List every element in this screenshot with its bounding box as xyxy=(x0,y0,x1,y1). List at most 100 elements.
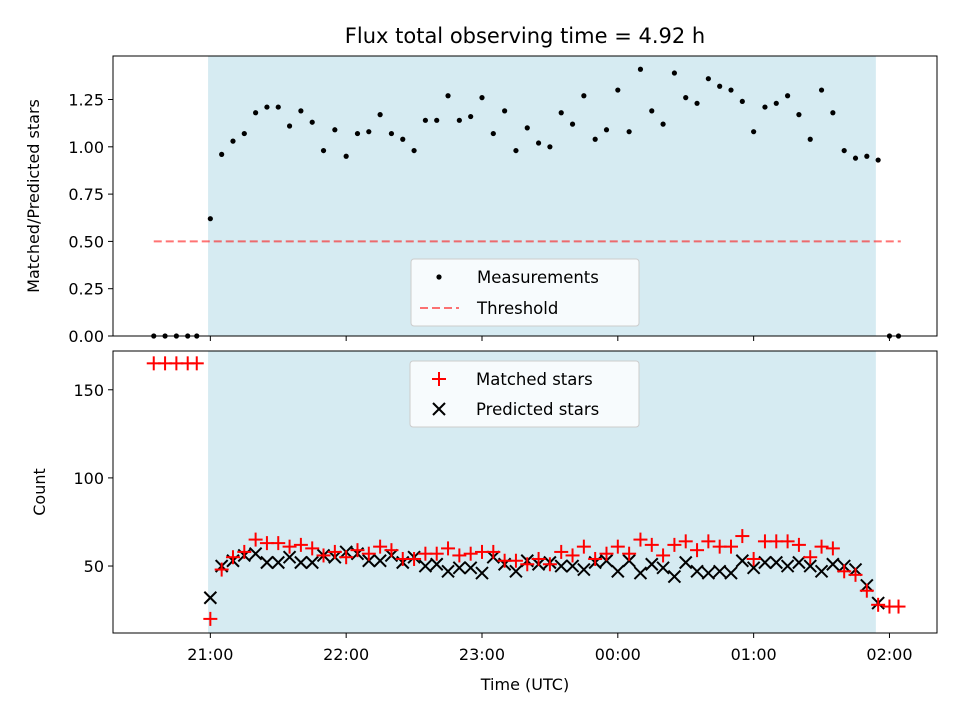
predicted-stars-point xyxy=(826,557,840,571)
matched-stars-point xyxy=(248,532,263,547)
bottom-y-axis: 50 100 150 xyxy=(73,381,113,576)
top-y-tick-label: 0.50 xyxy=(68,232,104,251)
measurement-point xyxy=(490,130,496,137)
measurement-point xyxy=(400,136,406,142)
matched-stars-point xyxy=(746,551,761,566)
x-tick-label: 02:00 xyxy=(866,645,912,664)
matched-stars-point xyxy=(520,557,535,572)
matched-stars-point xyxy=(825,541,840,556)
matched-stars-point xyxy=(871,597,886,612)
measurement-point xyxy=(434,117,440,123)
measurement-point xyxy=(784,93,791,99)
measurement-point xyxy=(502,108,508,114)
top-plot-frame xyxy=(112,55,938,337)
legend-threshold-label: Threshold xyxy=(476,299,558,318)
top-y-tick-label: 1.00 xyxy=(68,138,104,157)
top-y-axis: 0.00 0.25 0.50 0.75 1.00 1.25 xyxy=(68,91,113,346)
matched-stars-point xyxy=(891,599,906,614)
matched-stars-point xyxy=(203,611,218,626)
measurement-point xyxy=(671,70,678,76)
matched-stars-point xyxy=(452,548,467,563)
legend-measurements-marker xyxy=(436,274,442,280)
predicted-stars-point xyxy=(803,559,817,573)
predicted-stars-point xyxy=(690,564,704,579)
predicted-stars-point xyxy=(746,561,761,575)
predicted-stars-point xyxy=(305,555,319,570)
predicted-stars-point xyxy=(441,564,455,579)
bottom-y-tick-label: 100 xyxy=(73,469,104,488)
predicted-stars-point xyxy=(792,555,806,570)
predicted-stars-point xyxy=(679,555,693,570)
predicted-stars-point xyxy=(260,555,274,570)
predicted-stars-point xyxy=(418,559,433,573)
matched-stars-point xyxy=(531,551,546,566)
predicted-stars-point xyxy=(362,554,376,568)
top-x-axis-ticks xyxy=(209,336,890,341)
predicted-stars-point xyxy=(701,566,716,580)
matched-stars-point xyxy=(633,532,648,547)
matched-stars-point xyxy=(678,534,693,549)
measurement-point xyxy=(445,93,451,99)
bottom-y-axis-label: Count xyxy=(30,468,49,516)
bottom-y-tick-label: 150 xyxy=(73,381,104,400)
matched-stars-point xyxy=(373,539,388,554)
measurement-point xyxy=(615,87,621,93)
measurement-point xyxy=(569,121,576,127)
matched-stars-point xyxy=(271,536,286,551)
measurement-point xyxy=(309,119,315,125)
predicted-stars-point xyxy=(667,569,682,584)
matched-stars-point xyxy=(814,539,829,554)
predicted-stars-point xyxy=(656,561,670,575)
matched-stars-point xyxy=(735,529,750,544)
measurement-point xyxy=(275,104,281,110)
measurement-point xyxy=(818,87,825,93)
measurement-point xyxy=(513,147,519,154)
top-legend: Measurements Threshold xyxy=(410,258,640,327)
predicted-stars-point xyxy=(758,555,772,570)
predicted-stars-point xyxy=(622,554,636,568)
measurement-point xyxy=(683,95,689,101)
measurement-point xyxy=(332,127,338,133)
measurement-point xyxy=(558,110,564,116)
matched-stars-point xyxy=(293,537,308,552)
measurement-point xyxy=(377,112,383,118)
matched-stars-point xyxy=(848,567,863,582)
measurement-point xyxy=(581,93,587,99)
measurement-point xyxy=(241,130,247,137)
measurement-point xyxy=(841,147,847,154)
measurement-point xyxy=(796,112,802,118)
matched-stars-point xyxy=(384,543,399,558)
predicted-stars-point xyxy=(780,559,795,573)
top-y-axis-label: Matched/Predicted stars xyxy=(24,99,43,293)
bottom-x-axis: 21:00 22:00 23:00 00:00 01:00 02:00 xyxy=(187,633,913,664)
legend-predicted-label: Predicted stars xyxy=(476,400,599,419)
predicted-stars-point xyxy=(294,555,308,570)
predicted-stars-point xyxy=(814,564,829,579)
measurement-point xyxy=(298,108,304,114)
matched-stars-point xyxy=(656,548,671,563)
measurement-point xyxy=(388,130,395,137)
measurement-point xyxy=(468,113,474,120)
measurement-point xyxy=(807,136,813,142)
measurement-point xyxy=(411,147,417,154)
predicted-stars-point xyxy=(509,564,523,579)
matched-stars-point xyxy=(542,557,557,572)
matched-stars-point xyxy=(576,539,591,554)
measurement-point xyxy=(320,147,327,154)
matched-stars-point xyxy=(441,541,456,556)
matched-stars-point xyxy=(486,544,501,559)
matched-stars-point xyxy=(565,548,580,563)
predicted-stars-point xyxy=(203,591,218,605)
top-y-tick-label: 0.00 xyxy=(68,327,104,346)
measurement-point xyxy=(207,216,213,222)
predicted-stars-point xyxy=(463,561,478,575)
predicted-stars-point xyxy=(645,557,659,571)
matched-stars-point xyxy=(622,546,637,561)
x-tick-label: 01:00 xyxy=(731,645,777,664)
measurement-point xyxy=(524,125,530,131)
matched-stars-point xyxy=(339,550,354,565)
count-points xyxy=(146,356,906,626)
matched-stars-point xyxy=(350,543,365,558)
measurement-point xyxy=(705,76,711,82)
